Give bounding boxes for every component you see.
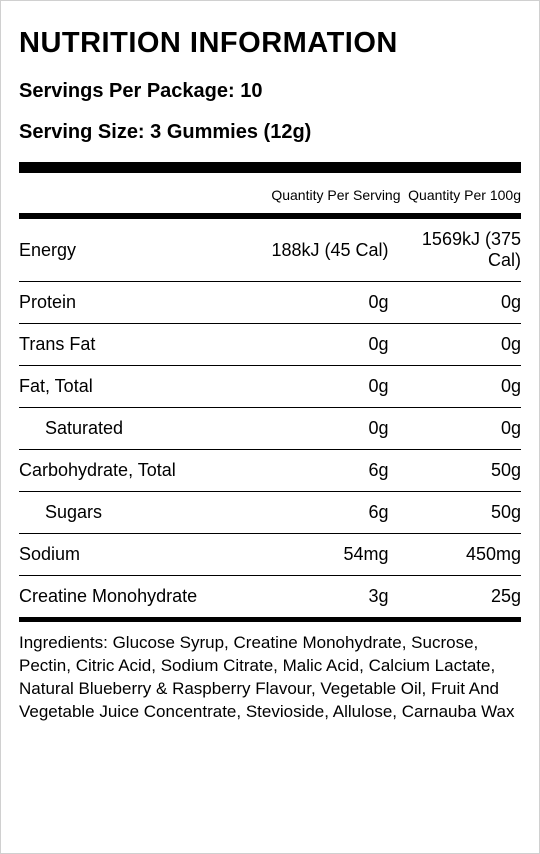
- nutrient-label: Energy: [19, 216, 240, 282]
- nutrient-per-serving: 3g: [240, 576, 401, 618]
- nutrient-label: Saturated: [19, 408, 240, 450]
- nutrient-per-100g: 450mg: [401, 534, 522, 576]
- nutrient-label: Sodium: [19, 534, 240, 576]
- ingredients-label: Ingredients:: [19, 633, 113, 652]
- nutrient-label: Protein: [19, 282, 240, 324]
- header-per-serving: Quantity Per Serving: [240, 173, 401, 216]
- divider-bottom: [19, 618, 521, 622]
- header-per-100g: Quantity Per 100g: [401, 173, 522, 216]
- nutrient-per-100g: 0g: [401, 366, 522, 408]
- nutrient-per-100g: 50g: [401, 492, 522, 534]
- nutrient-label: Creatine Monohydrate: [19, 576, 240, 618]
- divider-thick: [19, 162, 521, 173]
- servings-per-package: Servings Per Package: 10: [19, 80, 521, 103]
- nutrient-label: Trans Fat: [19, 324, 240, 366]
- nutrient-per-serving: 188kJ (45 Cal): [240, 216, 401, 282]
- nutrient-per-serving: 0g: [240, 366, 401, 408]
- nutrient-per-100g: 0g: [401, 324, 522, 366]
- table-row: Sodium54mg450mg: [19, 534, 521, 576]
- nutrient-per-100g: 50g: [401, 450, 522, 492]
- table-row: Protein0g0g: [19, 282, 521, 324]
- table-header-row: Quantity Per Serving Quantity Per 100g: [19, 173, 521, 216]
- nutrient-label: Fat, Total: [19, 366, 240, 408]
- nutrient-per-serving: 0g: [240, 282, 401, 324]
- nutrient-label: Carbohydrate, Total: [19, 450, 240, 492]
- header-blank: [19, 173, 240, 216]
- table-row: Saturated0g0g: [19, 408, 521, 450]
- ingredients-block: Ingredients: Glucose Syrup, Creatine Mon…: [19, 632, 521, 724]
- nutrient-per-100g: 25g: [401, 576, 522, 618]
- nutrient-label: Sugars: [19, 492, 240, 534]
- table-row: Sugars6g50g: [19, 492, 521, 534]
- nutrient-per-100g: 0g: [401, 282, 522, 324]
- nutrient-per-100g: 1569kJ (375 Cal): [401, 216, 522, 282]
- nutrient-per-100g: 0g: [401, 408, 522, 450]
- nutrient-per-serving: 6g: [240, 492, 401, 534]
- nutrient-per-serving: 0g: [240, 408, 401, 450]
- nutrient-per-serving: 54mg: [240, 534, 401, 576]
- serving-size: Serving Size: 3 Gummies (12g): [19, 121, 521, 144]
- nutrition-table: Quantity Per Serving Quantity Per 100g E…: [19, 173, 521, 618]
- table-row: Carbohydrate, Total6g50g: [19, 450, 521, 492]
- nutrient-per-serving: 0g: [240, 324, 401, 366]
- nutrient-per-serving: 6g: [240, 450, 401, 492]
- table-row: Energy188kJ (45 Cal)1569kJ (375 Cal): [19, 216, 521, 282]
- panel-title: NUTRITION INFORMATION: [19, 27, 521, 60]
- table-row: Trans Fat0g0g: [19, 324, 521, 366]
- table-row: Creatine Monohydrate3g25g: [19, 576, 521, 618]
- table-row: Fat, Total0g0g: [19, 366, 521, 408]
